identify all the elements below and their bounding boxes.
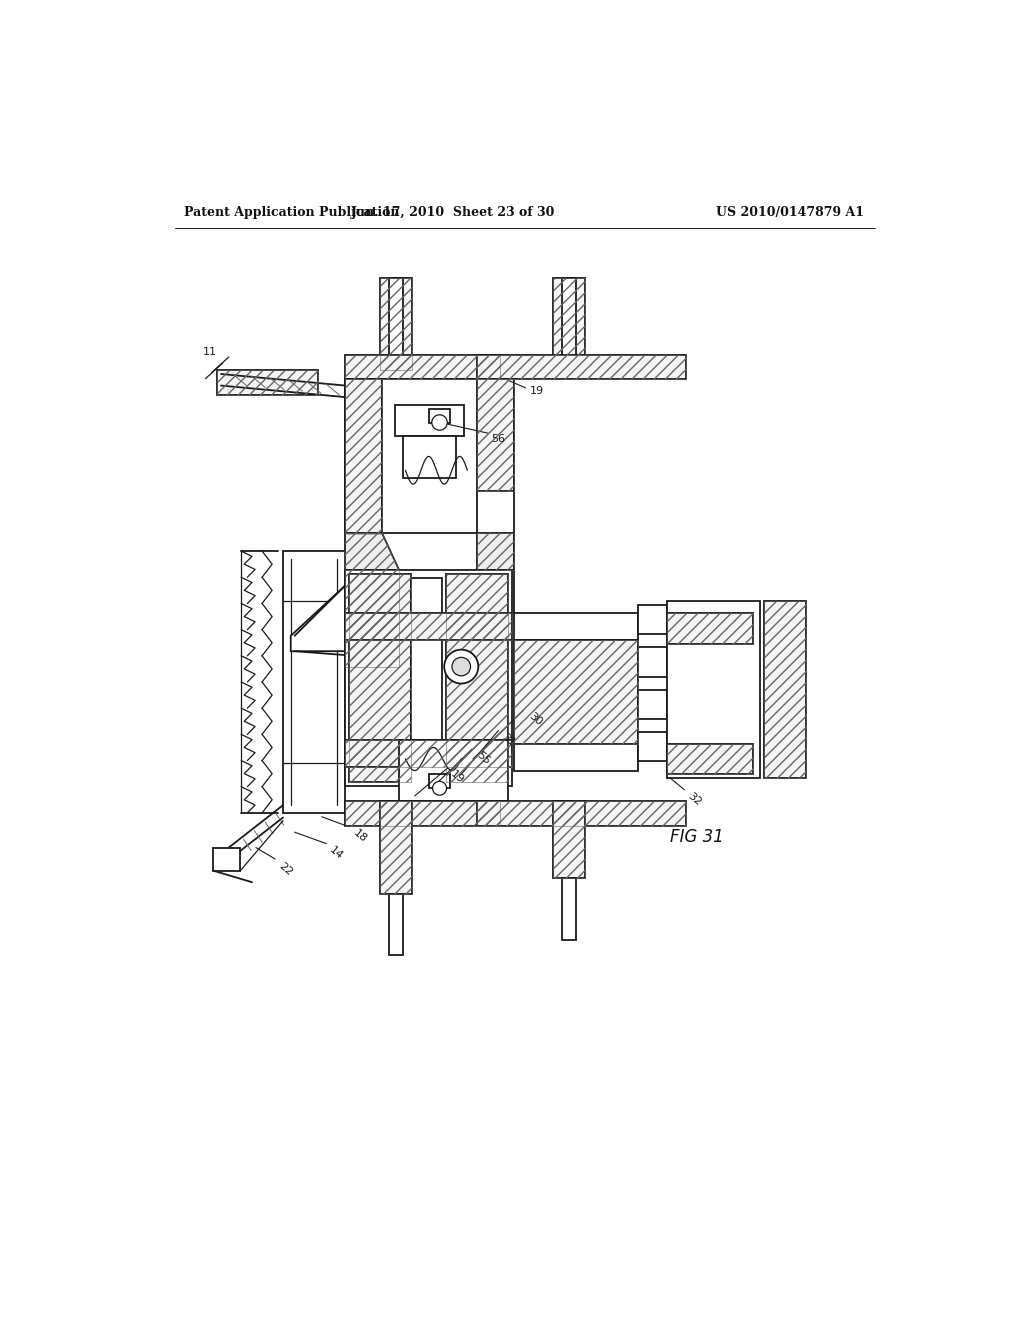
- Bar: [638, 733, 668, 762]
- Bar: [668, 601, 761, 779]
- Bar: [217, 370, 317, 395]
- Bar: [345, 739, 512, 767]
- Bar: [349, 574, 411, 781]
- Bar: [477, 801, 686, 826]
- Bar: [477, 379, 514, 491]
- Bar: [514, 640, 638, 743]
- Text: FIG 31: FIG 31: [671, 829, 724, 846]
- Text: 30: 30: [527, 711, 545, 727]
- Text: US 2010/0147879 A1: US 2010/0147879 A1: [716, 206, 864, 219]
- Text: 56: 56: [490, 434, 505, 444]
- Bar: [764, 601, 806, 779]
- Text: 11: 11: [203, 347, 217, 358]
- Bar: [345, 355, 500, 379]
- Polygon shape: [477, 533, 514, 570]
- Bar: [382, 379, 477, 533]
- Bar: [429, 775, 451, 788]
- Bar: [445, 574, 508, 781]
- Bar: [345, 379, 382, 533]
- Text: Patent Application Publication: Patent Application Publication: [183, 206, 399, 219]
- Bar: [217, 370, 317, 395]
- Bar: [345, 379, 382, 533]
- Bar: [477, 355, 686, 379]
- Bar: [345, 801, 500, 826]
- Bar: [389, 277, 403, 355]
- Bar: [395, 405, 464, 436]
- Bar: [553, 277, 586, 355]
- Bar: [403, 436, 456, 478]
- Text: 32: 32: [686, 792, 703, 808]
- Circle shape: [432, 781, 446, 795]
- Bar: [380, 801, 413, 894]
- Bar: [514, 640, 638, 743]
- Text: 19: 19: [449, 770, 466, 785]
- Bar: [380, 277, 413, 370]
- Bar: [553, 277, 586, 355]
- Bar: [638, 689, 668, 719]
- Bar: [389, 894, 403, 956]
- Bar: [213, 847, 241, 871]
- Bar: [399, 739, 508, 801]
- Text: 31: 31: [500, 733, 517, 748]
- Bar: [380, 277, 413, 370]
- Bar: [553, 801, 586, 878]
- Bar: [411, 578, 442, 779]
- Polygon shape: [345, 533, 399, 570]
- Bar: [429, 409, 451, 422]
- Text: 19: 19: [529, 385, 544, 396]
- Bar: [638, 647, 668, 677]
- Text: Jun. 17, 2010  Sheet 23 of 30: Jun. 17, 2010 Sheet 23 of 30: [351, 206, 556, 219]
- Bar: [764, 601, 806, 779]
- Bar: [668, 612, 753, 644]
- Circle shape: [452, 657, 471, 676]
- Circle shape: [444, 649, 478, 684]
- Bar: [345, 612, 512, 640]
- Bar: [668, 743, 753, 775]
- Bar: [514, 743, 638, 771]
- Bar: [477, 355, 686, 379]
- Bar: [638, 605, 668, 635]
- Bar: [477, 379, 514, 491]
- Polygon shape: [291, 570, 399, 667]
- Bar: [345, 801, 500, 826]
- Bar: [345, 570, 512, 785]
- Bar: [553, 801, 586, 878]
- Bar: [345, 570, 399, 667]
- Bar: [349, 574, 411, 781]
- Bar: [668, 743, 753, 775]
- Bar: [514, 612, 638, 640]
- Bar: [562, 277, 575, 355]
- Text: 55: 55: [474, 750, 492, 767]
- Bar: [345, 355, 500, 379]
- Bar: [345, 570, 399, 667]
- Text: 22: 22: [276, 861, 294, 878]
- Text: 14: 14: [328, 845, 345, 862]
- Bar: [345, 739, 512, 767]
- Bar: [445, 574, 508, 781]
- Bar: [380, 801, 413, 894]
- Bar: [477, 801, 686, 826]
- Bar: [562, 878, 575, 940]
- Text: 18: 18: [351, 829, 369, 845]
- Bar: [345, 612, 512, 640]
- Circle shape: [432, 414, 447, 430]
- Bar: [283, 552, 345, 813]
- Bar: [668, 612, 753, 644]
